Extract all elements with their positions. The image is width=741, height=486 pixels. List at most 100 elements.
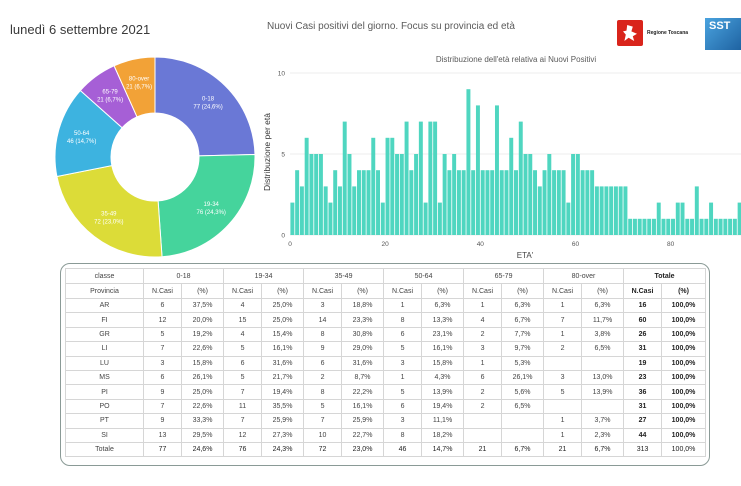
table-cell: 3: [543, 369, 583, 386]
table-cell: 100,0%: [661, 441, 707, 458]
histogram-bar: [671, 218, 675, 235]
histogram-bar: [437, 202, 442, 235]
table-row-label: MS: [65, 369, 144, 386]
table-cell: 22,6%: [180, 341, 225, 357]
table-cell: 6,3%: [421, 297, 465, 314]
table-cell: [501, 413, 545, 429]
donut-label-value: 76 (24,3%): [197, 210, 226, 216]
table-cell: 100,0%: [661, 355, 707, 371]
table-row: SI 13 29,5% 12 27,3% 10 22,7% 8 18,2% 1 2,3% 44 100,…: [65, 427, 707, 443]
table-cell: [581, 355, 625, 371]
histogram-bar: [518, 121, 523, 235]
table-cell: 46: [383, 441, 423, 458]
histogram-bar: [485, 170, 490, 235]
histogram-bar: [647, 218, 652, 235]
table-cell: 6: [223, 355, 263, 371]
table-row: GR 5 19,2% 4 15,4% 8 30,8% 6 23,1% 2 7,7% 1 3,8% 26 10…: [65, 326, 707, 343]
histogram-bar: [337, 186, 342, 235]
histogram-bar: [318, 154, 323, 235]
histogram-bar: [723, 218, 728, 235]
table-cell: 6,5%: [501, 398, 545, 415]
table-cell: 31,6%: [341, 355, 385, 371]
table-cell: 7: [303, 413, 343, 429]
table-cell: 21: [463, 441, 503, 458]
histogram-bar: [604, 186, 609, 235]
table-cell: 23,3%: [341, 312, 385, 328]
table-cell: 1: [383, 369, 423, 386]
table-cell: 16,1%: [261, 341, 305, 357]
table-cell: 12: [143, 312, 182, 328]
table-cell: 11,7%: [581, 312, 625, 328]
table-cell: 7: [543, 312, 583, 328]
table-cell: 8: [303, 384, 343, 400]
table-cell: 23: [623, 369, 663, 386]
table-row-label: PO: [65, 398, 144, 415]
table-sub-header: N.Casi: [623, 283, 663, 299]
table-cell: 12: [223, 427, 263, 443]
histogram-x-tick: 0: [288, 241, 292, 248]
table-cell: 100,0%: [661, 312, 707, 328]
histogram-bar: [295, 170, 300, 235]
table-cell: 25,0%: [261, 312, 305, 328]
table-cell: 22,2%: [341, 384, 385, 400]
table-row: PI 9 25,0% 7 19,4% 8 22,2% 5 13,9% 2 5,6% 5 13,9% 36 1…: [65, 384, 707, 400]
table-cell: 2: [543, 341, 583, 357]
table-cell: 26: [623, 326, 663, 343]
table-cell: 8: [303, 326, 343, 343]
table-cell: 18,2%: [421, 427, 465, 443]
table-cell: 26,1%: [180, 369, 225, 386]
table-cell: 18,8%: [341, 297, 385, 314]
table-cell: 100,0%: [661, 297, 707, 314]
histogram-bar: [542, 170, 547, 235]
table-sub-header: Provincia: [65, 283, 144, 299]
table-cell: 1: [543, 427, 583, 443]
histogram-bar: [632, 218, 637, 235]
table-cell: 20,0%: [180, 312, 225, 328]
regione-toscana-text: Regione Toscana: [647, 30, 689, 36]
donut-slice-35-49: [56, 164, 163, 257]
table-row-label: GR: [65, 326, 144, 343]
histogram-bar: [447, 170, 452, 235]
table-cell: 2,3%: [581, 427, 625, 443]
table-row-label: LI: [65, 341, 144, 357]
sst-logo: SST: [705, 18, 741, 50]
histogram-bar: [509, 137, 514, 235]
histogram-bar: [580, 170, 585, 235]
table-row-label: FI: [65, 312, 144, 328]
table-cell: 3,8%: [581, 326, 625, 343]
histogram-bar: [376, 170, 380, 235]
table-cell: 7: [143, 341, 182, 357]
histogram-bar: [613, 186, 618, 235]
table-cell: 7,7%: [501, 326, 545, 343]
table-cell: 3: [303, 297, 343, 314]
table-cell: 15,8%: [180, 355, 225, 371]
histogram-y-tick: 10: [278, 71, 286, 78]
table-cell: 19,4%: [261, 384, 305, 400]
table-sub-header: (%): [180, 283, 225, 299]
histogram-bar: [385, 137, 390, 235]
histogram-bar: [452, 154, 457, 235]
table-cell: 11,1%: [421, 413, 465, 429]
table-sub-header: (%): [421, 283, 465, 299]
table-cell: 5: [143, 326, 182, 343]
table-cell: 31,6%: [261, 355, 305, 371]
table-group-header: 0-18: [142, 268, 225, 284]
table-cell: 1: [463, 297, 503, 314]
histogram-bar: [523, 154, 528, 235]
histogram-bar: [480, 170, 485, 235]
histogram-bar: [366, 170, 371, 235]
donut-label-class: 65-79: [102, 90, 118, 96]
table-cell: 4: [463, 312, 503, 328]
histogram-bar: [571, 154, 576, 235]
table-cell: 35,5%: [261, 398, 305, 415]
histogram-y-axis-label: Distribuzione per età: [262, 113, 272, 191]
table-cell: 6: [143, 369, 182, 386]
table-cell: 19,4%: [421, 398, 465, 415]
histogram-bar: [299, 186, 304, 235]
histogram-bar: [475, 105, 480, 236]
table-cell: 1: [543, 326, 583, 343]
histogram-bar: [737, 202, 741, 235]
table-cell: 5: [383, 384, 423, 400]
histogram-bar: [409, 170, 414, 235]
table-cell: 21,7%: [261, 369, 305, 386]
